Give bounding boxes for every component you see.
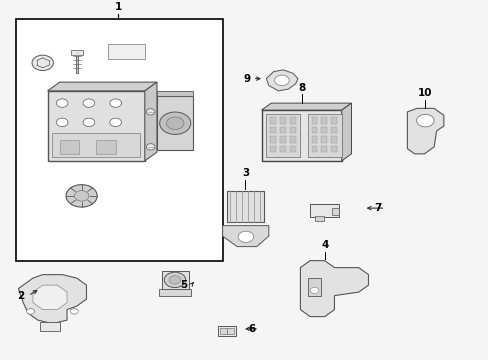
Bar [289,146,295,152]
Bar [321,127,326,133]
Bar [280,136,285,143]
Circle shape [56,99,68,107]
Circle shape [146,109,155,115]
Polygon shape [19,275,86,324]
Polygon shape [261,103,351,110]
Bar [289,127,295,133]
Text: 9: 9 [243,73,250,84]
Bar [227,190,264,222]
Circle shape [309,287,318,293]
Polygon shape [157,91,193,96]
Bar [280,146,285,152]
Circle shape [83,118,95,127]
Bar [309,203,339,217]
Polygon shape [159,289,191,296]
Text: 2: 2 [17,291,24,301]
Bar [217,326,236,336]
Text: 5: 5 [180,280,187,290]
Polygon shape [407,108,443,154]
Bar [321,136,326,143]
Bar [227,328,233,334]
Bar [289,136,295,143]
Text: 8: 8 [297,82,305,93]
Circle shape [70,309,78,314]
Bar [311,136,317,143]
Text: 4: 4 [321,240,328,250]
Bar [330,117,336,124]
Text: 6: 6 [248,324,255,334]
Polygon shape [222,226,268,247]
Bar [16,19,222,261]
Bar [321,146,326,152]
Bar [311,127,317,133]
Circle shape [74,190,89,201]
Circle shape [66,185,97,207]
Circle shape [164,272,185,288]
Polygon shape [144,82,157,161]
Bar [289,117,295,124]
Bar [311,146,317,152]
Bar [96,140,116,154]
Text: 10: 10 [417,88,432,98]
Bar [40,322,60,330]
Bar [280,117,285,124]
Circle shape [110,118,121,127]
Polygon shape [47,82,157,91]
Bar [330,136,336,143]
Text: 1: 1 [114,2,122,12]
Circle shape [166,117,183,130]
Bar [307,114,341,157]
Bar [270,136,276,143]
Bar [330,146,336,152]
Circle shape [159,112,190,134]
Bar [314,216,323,221]
Bar [162,271,188,289]
Circle shape [32,55,53,71]
Circle shape [169,276,181,284]
Polygon shape [266,70,297,91]
Text: 3: 3 [242,168,248,178]
Bar [71,50,82,55]
Bar [270,127,276,133]
Circle shape [274,75,288,86]
Circle shape [56,118,68,127]
Circle shape [146,144,155,150]
Bar [261,110,341,161]
Bar [47,91,144,161]
Bar [280,127,285,133]
Circle shape [110,99,121,107]
Bar [60,140,79,154]
Circle shape [27,309,34,314]
Bar [108,44,144,59]
Bar [157,96,193,150]
Polygon shape [33,285,67,310]
Bar [331,208,339,215]
Circle shape [416,114,433,127]
Polygon shape [300,261,368,316]
Bar [266,114,300,157]
Bar [52,133,140,157]
Bar [307,278,321,296]
Bar [270,117,276,124]
Bar [321,117,326,124]
Circle shape [83,99,95,107]
Bar [220,328,226,334]
Circle shape [238,231,253,242]
Polygon shape [341,103,351,161]
Bar [330,127,336,133]
Text: 7: 7 [374,203,381,213]
Bar [311,117,317,124]
Bar [270,146,276,152]
